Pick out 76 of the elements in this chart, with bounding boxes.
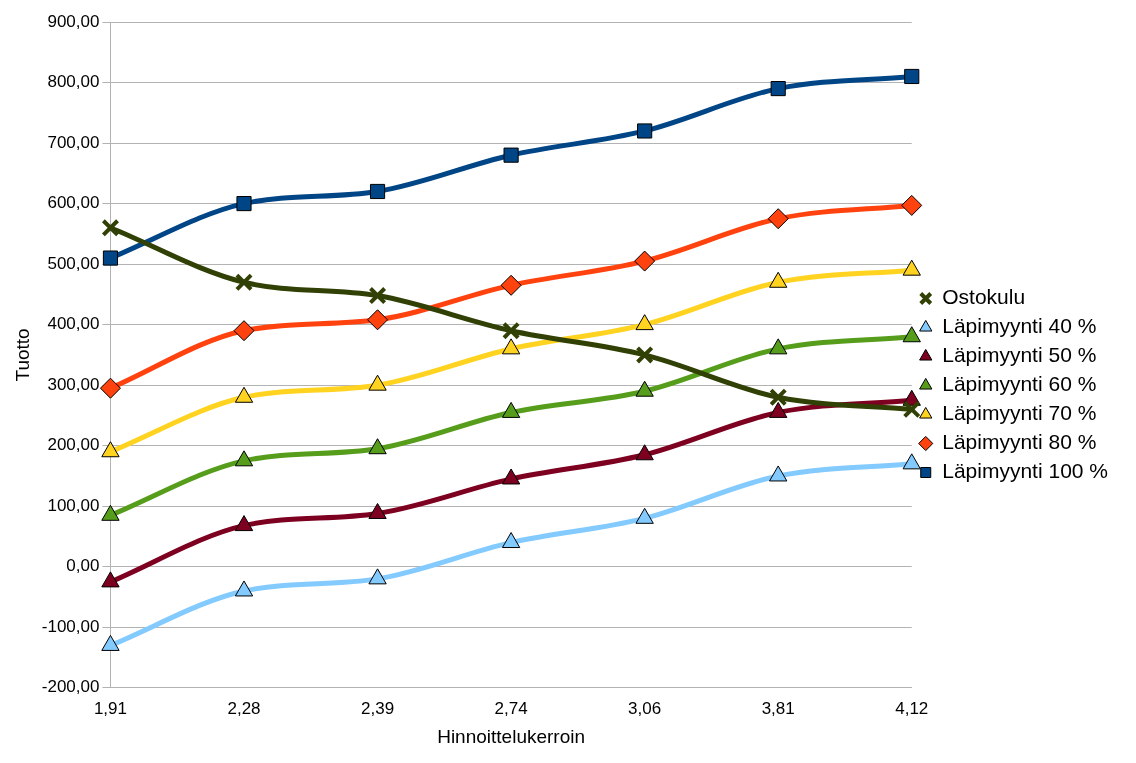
x-tick-label: 1,91 xyxy=(93,698,127,718)
point xyxy=(501,401,521,418)
point xyxy=(769,465,788,482)
point xyxy=(368,502,387,519)
legend-label: Läpimyynti 100 % xyxy=(942,459,1109,483)
legend-label: Läpimyynti 70 % xyxy=(942,401,1097,425)
y-tick-label: 300,00 xyxy=(47,374,100,394)
point xyxy=(502,321,521,340)
point xyxy=(101,441,120,458)
point xyxy=(635,345,654,364)
point xyxy=(901,194,923,216)
y-tick-label: 700,00 xyxy=(47,132,100,152)
y-tick-label: 900,00 xyxy=(47,11,100,31)
y-tick-label: -200,00 xyxy=(41,677,100,697)
point xyxy=(769,388,788,407)
point xyxy=(902,259,921,276)
x-tick-label: 2,39 xyxy=(361,698,395,718)
point xyxy=(102,250,119,266)
y-tick-label: 200,00 xyxy=(47,435,100,455)
point xyxy=(769,401,788,418)
point xyxy=(902,326,921,343)
point xyxy=(101,571,120,588)
point xyxy=(634,250,656,272)
point xyxy=(368,374,387,391)
point xyxy=(637,123,653,139)
point xyxy=(767,208,789,230)
point xyxy=(503,147,519,163)
point xyxy=(501,338,521,355)
point xyxy=(101,218,120,237)
point xyxy=(904,68,920,85)
legend-label: Läpimyynti 80 % xyxy=(942,430,1097,454)
point xyxy=(635,507,654,524)
point xyxy=(234,580,254,597)
point xyxy=(236,196,252,212)
point xyxy=(367,309,389,331)
legend-label: Läpimyynti 40 % xyxy=(942,314,1097,338)
point xyxy=(233,320,255,342)
point xyxy=(635,314,654,331)
point xyxy=(902,453,921,470)
y-tick-label: -100,00 xyxy=(41,616,100,636)
point xyxy=(101,504,120,521)
point xyxy=(369,183,386,200)
point xyxy=(234,515,254,532)
x-tick-label: 4,12 xyxy=(895,698,929,718)
y-tick-label: 500,00 xyxy=(47,253,100,273)
legend-label: Ostokulu xyxy=(942,285,1026,309)
x-tick-label: 3,81 xyxy=(761,698,795,718)
point xyxy=(770,81,786,97)
point xyxy=(635,444,654,461)
y-axis-title: Tuotto xyxy=(11,328,33,382)
x-tick-label: 2,74 xyxy=(494,698,528,718)
point xyxy=(99,377,121,399)
y-tick-label: 400,00 xyxy=(47,314,100,334)
point xyxy=(501,532,521,549)
point xyxy=(234,273,254,292)
point xyxy=(635,380,654,397)
y-tick-label: 100,00 xyxy=(47,495,100,515)
x-axis-title: Hinnoittelukerroin xyxy=(437,725,586,747)
y-tick-label: 0,00 xyxy=(66,556,100,576)
point xyxy=(500,274,522,296)
x-tick-label: 3,06 xyxy=(628,698,662,718)
legend-label: Läpimyynti 60 % xyxy=(942,372,1097,396)
y-tick-label: 600,00 xyxy=(47,193,100,213)
x-tick-label: 2,28 xyxy=(227,698,261,718)
point xyxy=(368,568,387,585)
point xyxy=(368,286,387,305)
point xyxy=(234,450,254,467)
point xyxy=(902,400,921,419)
y-tick-label: 800,00 xyxy=(47,72,100,92)
point xyxy=(368,438,387,455)
point xyxy=(234,386,254,403)
point xyxy=(101,634,120,651)
point xyxy=(769,271,788,288)
point xyxy=(769,338,788,355)
point xyxy=(501,468,521,485)
legend-label: Läpimyynti 50 % xyxy=(942,343,1097,367)
